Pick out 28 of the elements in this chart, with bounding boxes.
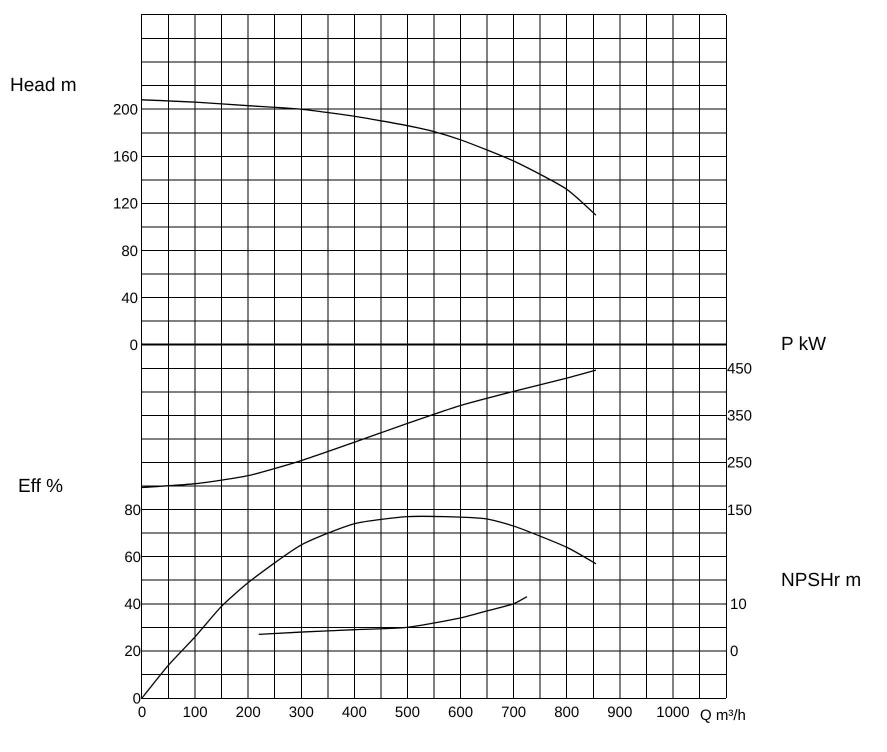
x-tick-label: 300 xyxy=(288,704,314,721)
y-tick-label: 200 xyxy=(112,101,138,118)
x-tick-label: 800 xyxy=(554,704,580,721)
y-tick-label: 120 xyxy=(112,196,138,213)
x-tick-label: 600 xyxy=(448,704,474,721)
y-axis-title: NPSHr m xyxy=(781,570,862,591)
x-tick-label: 200 xyxy=(236,704,261,721)
x-axis-title: Q m³/h xyxy=(700,707,746,724)
x-tick-label: 400 xyxy=(342,704,367,721)
y3-tick-label: 60 xyxy=(124,548,141,566)
x-tick-label: 100 xyxy=(182,704,208,721)
y-tick-label: 0 xyxy=(130,336,138,354)
y2-tick-label: 150 xyxy=(727,502,752,519)
y-tick-label: 10 xyxy=(730,596,747,614)
y-axis-title: Head m xyxy=(10,75,77,96)
y-tick-label: 160 xyxy=(112,148,138,166)
y3-tick-label: 20 xyxy=(124,643,141,660)
y3-axis-title: Eff % xyxy=(18,476,64,497)
x-tick-label: 500 xyxy=(394,704,420,721)
y-tick-label: 40 xyxy=(121,290,138,307)
x-tick-label: 1000 xyxy=(656,704,690,721)
y-tick-label: 80 xyxy=(121,242,138,260)
y2-tick-label: 250 xyxy=(727,454,752,472)
x-tick-label: 700 xyxy=(501,704,526,721)
x-tick-label: 900 xyxy=(607,704,632,721)
y2-tick-label: 350 xyxy=(727,408,752,425)
y2-axis-title: P kW xyxy=(781,334,826,355)
y2-tick-label: 450 xyxy=(727,360,752,378)
